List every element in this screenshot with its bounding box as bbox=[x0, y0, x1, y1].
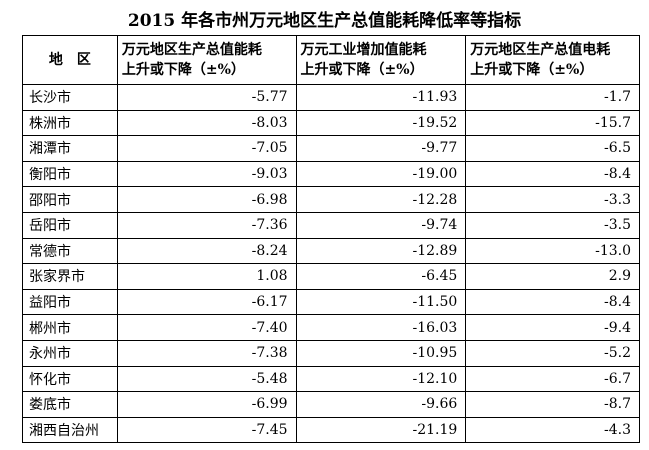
value-cell: -6.99 bbox=[116, 391, 297, 418]
value-cell: -6.5 bbox=[465, 135, 640, 162]
region-cell: 郴州市 bbox=[22, 314, 118, 341]
table-row: 怀化市 -5.48 -12.10 -6.7 bbox=[22, 365, 640, 393]
region-cell: 益阳市 bbox=[22, 288, 118, 316]
header-cell: 地 区 bbox=[22, 35, 118, 85]
value-cell: -4.3 bbox=[465, 416, 640, 444]
table-row: 益阳市 -6.17 -11.50 -8.4 bbox=[22, 288, 640, 316]
value-cell: 2.9 bbox=[465, 263, 640, 290]
header-cell: 万元地区生产总值能耗 上升或下降（±%） bbox=[116, 35, 297, 85]
header-text: 地 区 bbox=[48, 52, 91, 68]
header-row: 地 区万元地区生产总值能耗 上升或下降（±%） 万元工业增加值能耗 上升或下降（±%）… bbox=[22, 35, 640, 85]
value-cell: -1.7 bbox=[465, 84, 640, 111]
header-cell: 万元工业增加值能耗 上升或下降（±%） bbox=[295, 35, 467, 85]
table-row: 衡阳市 -9.03 -19.00 -8.4 bbox=[22, 160, 640, 188]
header-text: 万元地区生产总值能耗 bbox=[121, 42, 262, 58]
value-cell: -8.4 bbox=[465, 288, 640, 316]
value-cell: -7.45 bbox=[116, 416, 297, 444]
value-cell: -11.93 bbox=[295, 84, 467, 111]
region-cell: 湘潭市 bbox=[22, 135, 118, 162]
title: 2015 年各市州万元地区生产总值能耗降低率等指标 bbox=[127, 11, 522, 31]
table-row: 永州市 -7.38 -10.95 -5.2 bbox=[22, 339, 640, 367]
value-cell: -12.10 bbox=[295, 365, 467, 393]
table-row: 岳阳市 -7.36 -9.74 -3.5 bbox=[22, 211, 640, 239]
value-cell: -19.00 bbox=[295, 160, 467, 188]
value-cell: -12.89 bbox=[295, 237, 467, 265]
header-text: 上升或下降（±%） bbox=[300, 62, 424, 78]
value-cell: -8.24 bbox=[116, 237, 297, 265]
value-cell: -11.50 bbox=[295, 288, 467, 316]
table-row: 娄底市 -6.99 -9.66 -8.7 bbox=[22, 391, 640, 418]
value-cell: -10.95 bbox=[295, 339, 467, 367]
value-cell: -9.03 bbox=[116, 160, 297, 188]
table-row: 湘西自治州 -7.45 -21.19 -4.3 bbox=[22, 416, 640, 444]
value-cell: -6.45 bbox=[295, 263, 467, 290]
region-cell: 衡阳市 bbox=[22, 160, 118, 188]
table-body: 长沙市 -5.77 -11.93 -1.7 株洲市 -8.03 -19.52 -15.7 湘潭市… bbox=[22, 84, 640, 444]
value-cell: -7.40 bbox=[116, 314, 297, 341]
value-cell: -6.17 bbox=[116, 288, 297, 316]
data-table: 地 区万元地区生产总值能耗 上升或下降（±%） 万元工业增加值能耗 上升或下降（±%）… bbox=[22, 35, 640, 444]
region-cell: 张家界市 bbox=[22, 263, 118, 290]
value-cell: -15.7 bbox=[465, 109, 640, 137]
value-cell: -8.03 bbox=[116, 109, 297, 137]
value-cell: -13.0 bbox=[465, 237, 640, 265]
value-cell: -9.66 bbox=[295, 391, 467, 418]
region-cell: 株洲市 bbox=[22, 109, 118, 137]
value-cell: -7.05 bbox=[116, 135, 297, 162]
header-text: 万元工业增加值能耗 bbox=[300, 42, 427, 58]
value-cell: -7.38 bbox=[116, 339, 297, 367]
value-cell: -19.52 bbox=[295, 109, 467, 137]
value-cell: -3.5 bbox=[465, 211, 640, 239]
region-cell: 邵阳市 bbox=[22, 186, 118, 213]
region-cell: 岳阳市 bbox=[22, 211, 118, 239]
value-cell: -9.4 bbox=[465, 314, 640, 341]
value-cell: -3.3 bbox=[465, 186, 640, 213]
header-cell: 万元地区生产总值电耗 上升或下降（±%） bbox=[465, 35, 640, 85]
region-cell: 永州市 bbox=[22, 339, 118, 367]
value-cell: -21.19 bbox=[295, 416, 467, 444]
table-row: 长沙市 -5.77 -11.93 -1.7 bbox=[22, 84, 640, 111]
value-cell: 1.08 bbox=[116, 263, 297, 290]
region-cell: 长沙市 bbox=[22, 84, 118, 111]
header-text: 万元地区生产总值电耗 bbox=[470, 42, 611, 58]
value-cell: -16.03 bbox=[295, 314, 467, 341]
value-cell: -6.98 bbox=[116, 186, 297, 213]
value-cell: -9.74 bbox=[295, 211, 467, 239]
value-cell: -7.36 bbox=[116, 211, 297, 239]
value-cell: -5.77 bbox=[116, 84, 297, 111]
table-row: 常德市 -8.24 -12.89 -13.0 bbox=[22, 237, 640, 265]
value-cell: -12.28 bbox=[295, 186, 467, 213]
region-cell: 常德市 bbox=[22, 237, 118, 265]
header-text: 上升或下降（±%） bbox=[470, 62, 594, 78]
value-cell: -6.7 bbox=[465, 365, 640, 393]
table-row: 株洲市 -8.03 -19.52 -15.7 bbox=[22, 109, 640, 137]
value-cell: -8.4 bbox=[465, 160, 640, 188]
region-cell: 娄底市 bbox=[22, 391, 118, 418]
table-row: 邵阳市 -6.98 -12.28 -3.3 bbox=[22, 186, 640, 213]
value-cell: -9.77 bbox=[295, 135, 467, 162]
region-cell: 怀化市 bbox=[22, 365, 118, 393]
value-cell: -5.48 bbox=[116, 365, 297, 393]
header-text: 上升或下降（±%） bbox=[121, 62, 245, 78]
value-cell: -5.2 bbox=[465, 339, 640, 367]
region-cell: 湘西自治州 bbox=[22, 416, 118, 444]
value-cell: -8.7 bbox=[465, 391, 640, 418]
table-row: 张家界市 1.08 -6.45 2.9 bbox=[22, 263, 640, 290]
table-row: 郴州市 -7.40 -16.03 -9.4 bbox=[22, 314, 640, 341]
table-row: 湘潭市 -7.05 -9.77 -6.5 bbox=[22, 135, 640, 162]
